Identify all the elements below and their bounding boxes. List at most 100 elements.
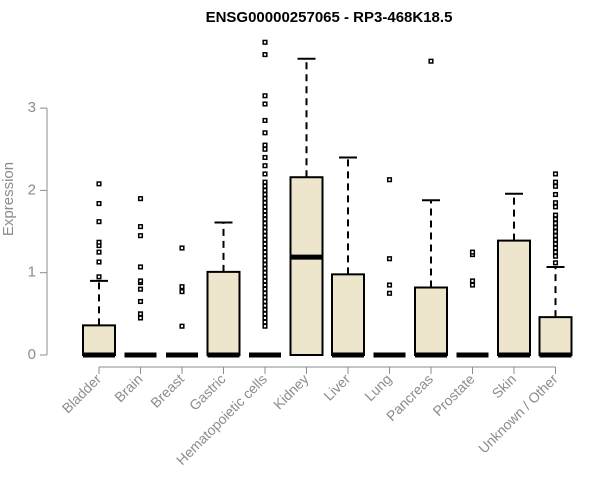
y-tick-label: 1 bbox=[28, 264, 36, 281]
outlier-point bbox=[262, 294, 268, 300]
outlier-point bbox=[552, 183, 559, 189]
x-tick-label: Kidney bbox=[270, 371, 312, 413]
outlier-point bbox=[262, 39, 268, 45]
x-tick-label: Liver bbox=[320, 371, 353, 404]
box-liver bbox=[331, 156, 365, 358]
outlier-point bbox=[262, 319, 268, 325]
outlier-point bbox=[262, 93, 268, 99]
outlier-point bbox=[137, 311, 144, 317]
outlier-point bbox=[179, 245, 185, 251]
outlier-point bbox=[262, 303, 268, 309]
outlier-point bbox=[552, 224, 559, 230]
box-body bbox=[82, 324, 116, 357]
outlier-point bbox=[262, 179, 268, 185]
outlier-point bbox=[262, 315, 268, 321]
box-unknown-other bbox=[538, 171, 573, 358]
outlier-point bbox=[262, 187, 268, 193]
outlier-point bbox=[262, 229, 268, 235]
outlier-point bbox=[386, 282, 393, 288]
outlier-point bbox=[262, 270, 268, 276]
outlier-point bbox=[262, 204, 268, 210]
outlier-point bbox=[552, 241, 559, 247]
outlier-point bbox=[552, 204, 559, 210]
x-tick-label: Skin bbox=[489, 371, 520, 402]
outlier-point bbox=[552, 233, 559, 239]
outlier-point bbox=[262, 274, 268, 280]
box-gastric bbox=[206, 221, 241, 358]
outlier-point bbox=[262, 224, 268, 230]
box-brain bbox=[124, 196, 157, 358]
outlier-point bbox=[552, 216, 559, 222]
outlier-point bbox=[262, 52, 268, 58]
box-kidney bbox=[289, 57, 324, 356]
outlier-point bbox=[137, 315, 144, 321]
y-axis: 0 1 2 3 bbox=[28, 99, 48, 363]
x-tick-label: Unknown / Other bbox=[475, 371, 561, 457]
outlier-point bbox=[262, 266, 268, 272]
y-axis-label: Expression bbox=[0, 162, 17, 236]
outlier-point bbox=[262, 311, 268, 317]
outlier-point bbox=[96, 249, 102, 255]
outlier-point bbox=[262, 233, 268, 239]
outlier-point bbox=[96, 274, 102, 280]
x-tick-label: Brain bbox=[111, 371, 145, 405]
outlier-point bbox=[262, 163, 268, 169]
outlier-point bbox=[137, 233, 144, 239]
outlier-point bbox=[469, 278, 476, 284]
outlier-point bbox=[137, 224, 144, 230]
outlier-point bbox=[262, 212, 268, 218]
outlier-point bbox=[262, 307, 268, 313]
outlier-point bbox=[552, 260, 559, 266]
outlier-point bbox=[262, 154, 268, 161]
outlier-point bbox=[179, 323, 185, 329]
outlier-point bbox=[262, 241, 268, 247]
box-body bbox=[206, 270, 241, 357]
outlier-point bbox=[137, 264, 144, 270]
outlier-point bbox=[96, 201, 102, 207]
outlier-point bbox=[262, 101, 268, 107]
outlier-point bbox=[262, 200, 268, 206]
x-tick-label: Lung bbox=[361, 371, 394, 404]
outlier-point bbox=[469, 249, 476, 255]
outlier-point bbox=[428, 58, 434, 64]
box-body bbox=[331, 273, 365, 357]
outlier-point bbox=[262, 196, 268, 202]
box-hematopoietic-cells bbox=[249, 39, 281, 358]
box-body bbox=[289, 176, 324, 356]
outlier-point bbox=[552, 171, 559, 177]
outlier-point bbox=[262, 257, 268, 263]
y-tick-label: 0 bbox=[28, 346, 36, 363]
outlier-point bbox=[262, 208, 268, 214]
box-skin bbox=[497, 192, 531, 358]
y-tick-label: 2 bbox=[28, 181, 36, 198]
box-body bbox=[538, 316, 573, 356]
outlier-point bbox=[386, 256, 393, 262]
outlier-point bbox=[262, 146, 268, 152]
outlier-point bbox=[262, 142, 268, 148]
outlier-point bbox=[469, 282, 476, 288]
x-tick-label: Prostate bbox=[429, 371, 477, 419]
outlier-point bbox=[262, 278, 268, 284]
outlier-point bbox=[262, 191, 268, 198]
outlier-point bbox=[137, 196, 144, 202]
y-tick-label: 3 bbox=[28, 99, 36, 116]
outlier-point bbox=[262, 245, 268, 251]
outlier-point bbox=[262, 282, 268, 288]
box-series bbox=[82, 39, 573, 358]
x-tick-label: Breast bbox=[147, 371, 187, 411]
outlier-point bbox=[552, 249, 559, 255]
outlier-point bbox=[262, 130, 268, 136]
outlier-point bbox=[262, 298, 268, 305]
outlier-point bbox=[552, 229, 559, 235]
outlier-point bbox=[96, 259, 102, 265]
outlier-point bbox=[137, 278, 144, 284]
outlier-point bbox=[552, 253, 559, 259]
outlier-point bbox=[552, 200, 559, 206]
outlier-point bbox=[179, 289, 185, 295]
outlier-point bbox=[262, 290, 268, 296]
outlier-point bbox=[262, 171, 268, 177]
outlier-point bbox=[262, 249, 268, 255]
outlier-point bbox=[552, 191, 559, 198]
box-lung bbox=[373, 177, 406, 358]
